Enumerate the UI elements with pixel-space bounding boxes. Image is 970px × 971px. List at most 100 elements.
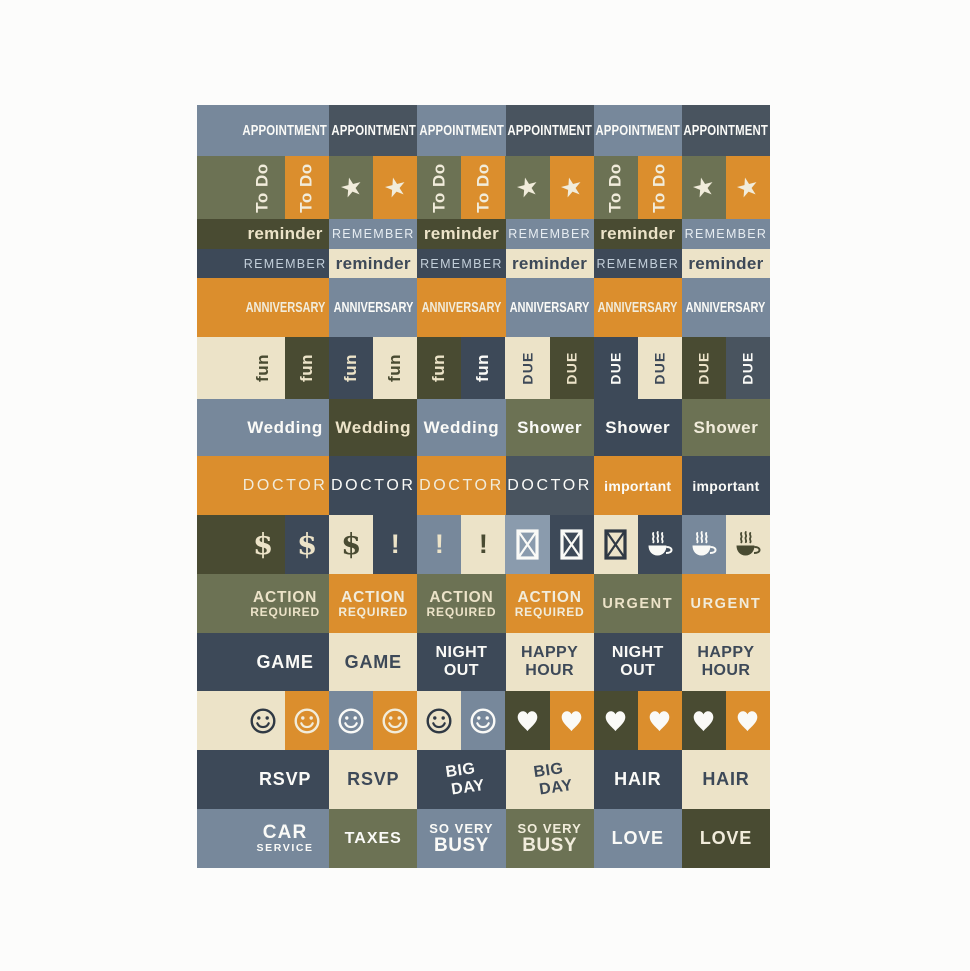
sticker-action-required-line-2: REQUIRED — [426, 605, 497, 620]
sticker-smiley — [285, 691, 330, 750]
sheet-edge-bleed — [197, 456, 241, 515]
sticker-wedding-label: Wedding — [247, 417, 323, 437]
sticker-taxes: TAXES — [329, 809, 418, 868]
sheet-edge-bleed — [197, 249, 241, 278]
sticker-dollar: $ — [285, 515, 330, 574]
envelope-icon — [604, 529, 627, 560]
sticker-reminder: reminder — [681, 249, 771, 278]
sticker-shower-label: Shower — [605, 417, 671, 437]
sticker-smiley — [373, 691, 418, 750]
sticker-reminder-label: reminder — [688, 253, 764, 273]
sticker-star: ★ — [681, 156, 726, 219]
sticker-appointment-label: APPOINTMENT — [507, 122, 592, 139]
sticker-due: DUE — [681, 337, 726, 399]
sticker-night-out-line-2: OUT — [620, 662, 656, 679]
sticker-star: ★ — [549, 156, 594, 219]
sticker-reminder-label: reminder — [247, 224, 323, 243]
sticker-so-very-busy-line-2: BUSY — [434, 835, 489, 857]
star-icon: ★ — [336, 170, 367, 205]
sticker-due-label: DUE — [739, 351, 756, 385]
sticker-row-10: ACTION REQUIRED ACTION REQUIRED ACTION REQUIR… — [197, 574, 771, 633]
sticker-night-out-label: NIGHT OUT — [436, 644, 488, 679]
sticker-wedding-label: Wedding — [423, 417, 500, 437]
sticker-shower: Shower — [593, 399, 682, 456]
sticker-envelope — [505, 515, 550, 574]
sticker-car-service-line-1: CAR — [262, 821, 308, 843]
sticker-hair-label: HAIR — [702, 769, 750, 789]
sticker-so-very-busy-label: SO VERY BUSY — [517, 820, 582, 855]
sticker-row-6: fun fun fun fun fun fun DUE DUE DUE DUE DUE DUE — [197, 337, 770, 399]
sticker-anniversary: ANNIVERSARY — [505, 278, 594, 337]
sticker-action-required-label: ACTION REQUIRED — [427, 589, 497, 619]
sticker-big-day-label: BIG DAY — [531, 760, 573, 800]
sticker-action-required-label: ACTION REQUIRED — [338, 589, 408, 619]
heart-icon — [649, 710, 670, 731]
sticker-action-required-line-1: ACTION — [429, 588, 494, 606]
sticker-heart — [725, 691, 770, 750]
sheet-edge-bleed — [197, 750, 241, 809]
sheet-edge-bleed — [197, 633, 241, 691]
sheet-edge-bleed — [197, 574, 241, 633]
planner-sticker-sheet: APPOINTMENT APPOINTMENT APPOINTMENT APPOINT… — [197, 105, 771, 868]
sticker-night-out-line-2: OUT — [443, 662, 479, 679]
sticker-urgent: URGENT — [593, 574, 682, 633]
sticker-happy-hour: HAPPY HOUR — [505, 633, 594, 691]
sticker-anniversary: ANNIVERSARY — [593, 278, 682, 337]
sticker-remember-label: REMEMBER — [243, 256, 327, 271]
heart-icon — [517, 710, 538, 731]
sticker-smiley — [417, 691, 462, 750]
sticker-big-day: BIG DAY — [417, 750, 506, 809]
sticker-fun: fun — [373, 337, 418, 399]
sticker-remember: REMEMBER — [593, 249, 682, 278]
sticker-appointment: APPOINTMENT — [681, 105, 771, 156]
sticker-fun: fun — [285, 337, 330, 399]
sticker-appointment: APPOINTMENT — [329, 105, 418, 156]
coffee-icon — [736, 530, 761, 555]
sticker-night-out-line-1: NIGHT — [435, 644, 488, 662]
sticker-row-2: To Do To Do ★ ★ To Do To Do ★ ★ To Do To Do ★ ★ — [197, 156, 770, 219]
star-icon: ★ — [512, 170, 543, 205]
sticker-star: ★ — [725, 156, 770, 219]
sticker-fun-label: fun — [341, 354, 361, 382]
sticker-appointment: APPOINTMENT — [593, 105, 682, 156]
sticker-due: DUE — [593, 337, 638, 399]
sticker-fun-label: fun — [253, 354, 273, 382]
sticker-due-label: DUE — [519, 351, 536, 385]
sticker-hair: HAIR — [593, 750, 682, 809]
sticker-so-very-busy-label: SO VERY BUSY — [429, 821, 493, 857]
sticker-row-4: REMEMBER reminder REMEMBER reminder REMEMBER… — [197, 249, 771, 278]
sticker-shower: Shower — [681, 399, 771, 456]
sheet-edge-bleed — [197, 156, 241, 219]
sticker-night-out: NIGHT OUT — [417, 633, 506, 691]
sticker-so-very-busy: SO VERY BUSY — [417, 809, 506, 868]
sticker-anniversary-label: ANNIVERSARY — [597, 299, 678, 316]
sticker-appointment-label: APPOINTMENT — [683, 122, 769, 139]
sticker-appointment: APPOINTMENT — [241, 105, 330, 156]
sticker-fun-label: fun — [297, 354, 317, 382]
sticker-so-very-busy-line-1: SO VERY — [517, 820, 582, 836]
sticker-reminder: reminder — [329, 249, 418, 278]
sticker-exclamation-label: ! — [478, 529, 488, 559]
sticker-exclamation: ! — [417, 515, 462, 574]
sticker-heart — [681, 691, 726, 750]
sheet-edge-bleed — [197, 337, 241, 399]
coffee-icon — [692, 530, 717, 555]
sticker-todo: To Do — [593, 156, 638, 219]
sticker-appointment-label: APPOINTMENT — [330, 122, 416, 139]
sticker-remember: REMEMBER — [417, 249, 506, 278]
sticker-doctor-label: DOCTOR — [242, 476, 328, 494]
sticker-love-label: LOVE — [611, 828, 664, 848]
sticker-doctor: DOCTOR — [505, 456, 594, 515]
sticker-anniversary: ANNIVERSARY — [241, 278, 330, 337]
sticker-appointment: APPOINTMENT — [417, 105, 506, 156]
sticker-fun-label: fun — [473, 354, 493, 382]
sticker-happy-hour-line-1: HAPPY — [521, 644, 579, 662]
sticker-due: DUE — [549, 337, 594, 399]
sticker-happy-hour-line-2: HOUR — [701, 662, 751, 679]
sticker-night-out-label: NIGHT OUT — [612, 644, 664, 679]
sticker-todo-label: To Do — [429, 162, 449, 213]
sticker-action-required: ACTION REQUIRED — [505, 574, 594, 633]
sticker-action-required-line-2: REQUIRED — [514, 605, 585, 620]
sticker-game-label: GAME — [344, 651, 402, 672]
sticker-todo-label: To Do — [473, 162, 493, 213]
